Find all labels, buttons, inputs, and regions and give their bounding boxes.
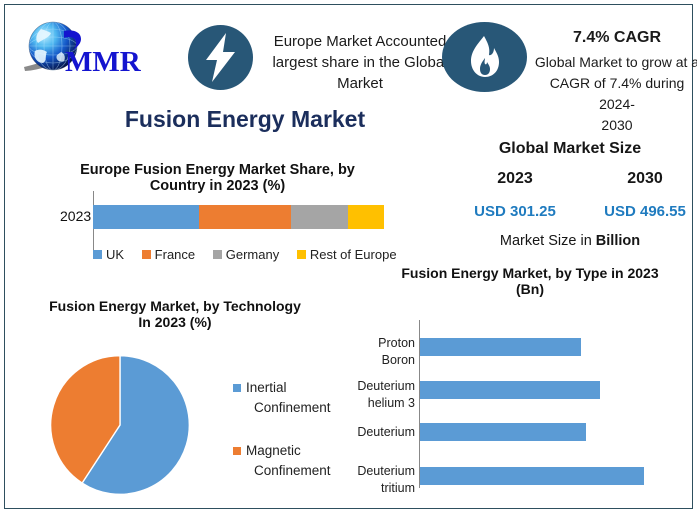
svg-text:MMR: MMR: [65, 46, 142, 78]
